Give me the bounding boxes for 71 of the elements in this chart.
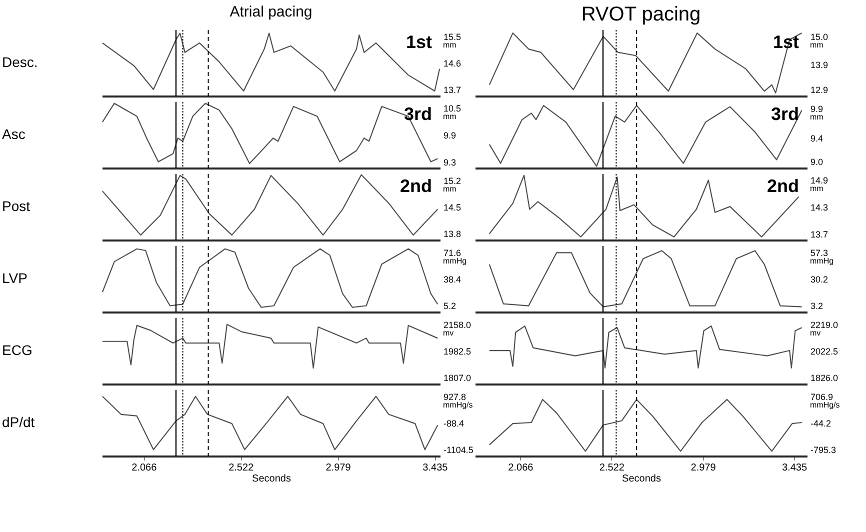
annotation: 3rd	[770, 104, 799, 124]
y-axis-title: LVP	[2, 270, 28, 286]
chart-title: Atrial pacing	[230, 3, 312, 20]
y-tick-label: 15.5	[444, 32, 462, 42]
y-tick-label: 2022.5	[810, 346, 838, 356]
y-tick-label: 1826.0	[810, 373, 838, 384]
y-tick-label: 9.4	[810, 133, 824, 144]
y-tick-label: 57.3	[810, 248, 828, 258]
y-tick-label: -1104.5	[444, 445, 474, 456]
x-axis-title: Seconds	[622, 474, 661, 484]
text: mmHg	[810, 256, 834, 266]
y-tick-label: 9.9	[444, 130, 456, 140]
y-tick-label: 9.3	[444, 157, 456, 168]
y-tick-label: 14.5	[444, 202, 462, 212]
y-tick-label: 5.2	[444, 301, 456, 312]
x-axis-title: Seconds	[252, 474, 291, 484]
y-tick-label: 14.9	[810, 176, 828, 186]
y-tick-label: 15.2	[444, 176, 462, 186]
text: mm	[810, 112, 824, 122]
y-tick-label: 2219.0	[810, 320, 838, 330]
y-axis-title: Desc.	[2, 54, 38, 70]
text: mmHg	[443, 256, 467, 266]
text: mm	[810, 184, 824, 194]
y-tick-label: 71.6	[444, 248, 462, 258]
annotation: 2nd	[400, 176, 432, 196]
x-tick-label: 2.066	[132, 462, 158, 474]
text: mm	[443, 40, 457, 50]
y-tick-label: -88.4	[444, 418, 464, 428]
y-tick-label: 13.8	[444, 229, 462, 240]
y-tick-label: -44.2	[810, 418, 832, 428]
y-tick-label: 3.2	[810, 301, 824, 312]
text: mv	[810, 328, 821, 338]
y-tick-label: 13.9	[810, 60, 828, 70]
y-tick-label: 38.4	[444, 274, 462, 284]
y-tick-label: 10.5	[444, 104, 462, 114]
x-tick-label: 2.979	[690, 462, 716, 474]
annotation: 3rd	[404, 104, 432, 124]
y-tick-label: 927.8	[444, 392, 466, 402]
y-tick-label: 706.9	[810, 392, 834, 402]
y-tick-label: 9.9	[810, 104, 824, 114]
y-tick-label: 15.0	[810, 32, 828, 42]
y-axis-title: Post	[2, 198, 30, 214]
chart-title: RVOT pacing	[581, 3, 701, 26]
x-tick-label: 3.435	[782, 462, 808, 474]
y-tick-label: 9.0	[810, 157, 824, 168]
x-tick-label: 2.522	[228, 462, 254, 474]
y-tick-label: 13.7	[444, 85, 462, 96]
y-tick-label: 12.9	[810, 85, 828, 96]
text: mmHg/s	[810, 400, 840, 410]
x-tick-label: 3.435	[422, 462, 448, 474]
y-tick-label: 1807.0	[444, 373, 472, 384]
y-tick-label: 1982.5	[444, 346, 472, 356]
y-axis-title: Asc	[2, 126, 26, 142]
y-tick-label: 14.6	[444, 58, 462, 68]
text: mm	[443, 184, 457, 194]
annotation: 2nd	[766, 176, 799, 196]
annotation: 1st	[406, 32, 432, 52]
x-tick-label: 2.066	[508, 462, 534, 474]
y-tick-label: 30.2	[810, 274, 828, 285]
y-tick-label: -795.3	[810, 445, 836, 456]
text: mm	[810, 40, 824, 50]
x-tick-label: 2.979	[326, 462, 352, 474]
y-tick-label: 2158.0	[444, 320, 472, 330]
y-tick-label: 14.3	[810, 202, 828, 212]
y-tick-label: 13.7	[810, 229, 828, 240]
text: mm	[443, 112, 457, 122]
x-tick-label: 2.522	[599, 462, 625, 474]
text: mv	[443, 328, 454, 338]
y-axis-title: dP/dt	[2, 414, 35, 430]
text: mmHg/s	[443, 400, 473, 410]
y-axis-title: ECG	[2, 342, 32, 358]
